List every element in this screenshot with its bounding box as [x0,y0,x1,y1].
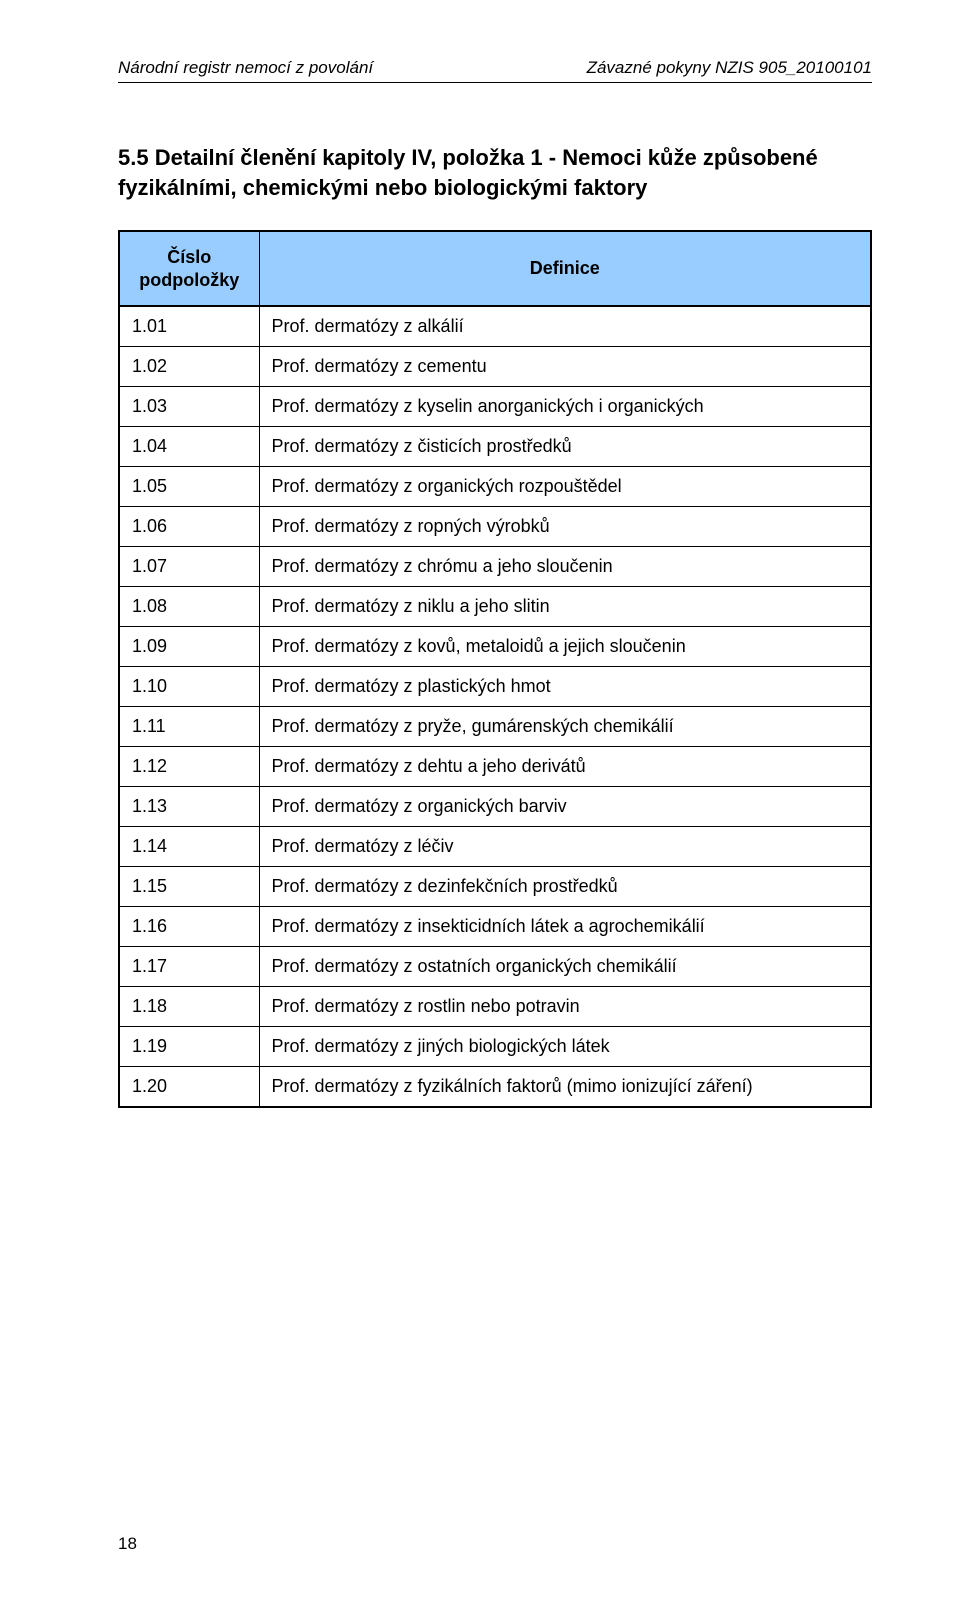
col-header-number: Číslo podpoložky [119,231,259,306]
table-row: 1.03Prof. dermatózy z kyselin anorganick… [119,387,871,427]
cell-definition: Prof. dermatózy z kovů, metaloidů a jeji… [259,627,871,667]
cell-definition: Prof. dermatózy z chrómu a jeho sloučeni… [259,547,871,587]
table-row: 1.06Prof. dermatózy z ropných výrobků [119,507,871,547]
cell-number: 1.05 [119,467,259,507]
cell-number: 1.07 [119,547,259,587]
cell-number: 1.03 [119,387,259,427]
cell-number: 1.11 [119,707,259,747]
cell-number: 1.09 [119,627,259,667]
cell-definition: Prof. dermatózy z dehtu a jeho derivátů [259,747,871,787]
cell-number: 1.14 [119,827,259,867]
table-row: 1.11Prof. dermatózy z pryže, gumárenskýc… [119,707,871,747]
definitions-table: Číslo podpoložky Definice 1.01Prof. derm… [118,230,872,1108]
col-header-definition: Definice [259,231,871,306]
section-title: 5.5 Detailní členění kapitoly IV, položk… [118,143,872,202]
cell-number: 1.01 [119,306,259,347]
cell-number: 1.12 [119,747,259,787]
cell-definition: Prof. dermatózy z jiných biologických lá… [259,1027,871,1067]
cell-number: 1.08 [119,587,259,627]
document-page: Národní registr nemocí z povolání Závazn… [0,0,960,1600]
table-row: 1.16Prof. dermatózy z insekticidních lát… [119,907,871,947]
cell-number: 1.06 [119,507,259,547]
table-row: 1.05Prof. dermatózy z organických rozpou… [119,467,871,507]
cell-number: 1.20 [119,1067,259,1108]
cell-number: 1.15 [119,867,259,907]
cell-number: 1.19 [119,1027,259,1067]
header-rule [118,82,872,83]
table-row: 1.10Prof. dermatózy z plastických hmot [119,667,871,707]
table-row: 1.01Prof. dermatózy z alkálií [119,306,871,347]
cell-definition: Prof. dermatózy z plastických hmot [259,667,871,707]
cell-number: 1.02 [119,347,259,387]
col-header-number-line1: Číslo [167,247,211,267]
cell-definition: Prof. dermatózy z ropných výrobků [259,507,871,547]
header-right: Závazné pokyny NZIS 905_20100101 [587,58,872,78]
table-body: 1.01Prof. dermatózy z alkálií1.02Prof. d… [119,306,871,1107]
table-row: 1.12Prof. dermatózy z dehtu a jeho deriv… [119,747,871,787]
cell-number: 1.13 [119,787,259,827]
table-row: 1.13Prof. dermatózy z organických barviv [119,787,871,827]
table-row: 1.09Prof. dermatózy z kovů, metaloidů a … [119,627,871,667]
cell-definition: Prof. dermatózy z dezinfekčních prostřed… [259,867,871,907]
table-row: 1.17Prof. dermatózy z ostatních organick… [119,947,871,987]
cell-definition: Prof. dermatózy z cementu [259,347,871,387]
table-row: 1.04Prof. dermatózy z čisticích prostřed… [119,427,871,467]
cell-number: 1.04 [119,427,259,467]
cell-definition: Prof. dermatózy z alkálií [259,306,871,347]
cell-definition: Prof. dermatózy z čisticích prostředků [259,427,871,467]
cell-number: 1.17 [119,947,259,987]
header-left: Národní registr nemocí z povolání [118,58,373,78]
cell-number: 1.10 [119,667,259,707]
cell-definition: Prof. dermatózy z léčiv [259,827,871,867]
table-header-row: Číslo podpoložky Definice [119,231,871,306]
table-row: 1.02Prof. dermatózy z cementu [119,347,871,387]
cell-definition: Prof. dermatózy z organických barviv [259,787,871,827]
cell-number: 1.18 [119,987,259,1027]
table-row: 1.14Prof. dermatózy z léčiv [119,827,871,867]
cell-definition: Prof. dermatózy z rostlin nebo potravin [259,987,871,1027]
page-number: 18 [118,1534,137,1554]
table-row: 1.08Prof. dermatózy z niklu a jeho sliti… [119,587,871,627]
cell-definition: Prof. dermatózy z pryže, gumárenských ch… [259,707,871,747]
table-row: 1.20Prof. dermatózy z fyzikálních faktor… [119,1067,871,1108]
cell-definition: Prof. dermatózy z kyselin anorganických … [259,387,871,427]
col-header-number-line2: podpoložky [139,270,239,290]
running-header: Národní registr nemocí z povolání Závazn… [118,58,872,78]
cell-definition: Prof. dermatózy z ostatních organických … [259,947,871,987]
table-row: 1.15Prof. dermatózy z dezinfekčních pros… [119,867,871,907]
table-row: 1.18Prof. dermatózy z rostlin nebo potra… [119,987,871,1027]
table-row: 1.19Prof. dermatózy z jiných biologickýc… [119,1027,871,1067]
table-row: 1.07Prof. dermatózy z chrómu a jeho slou… [119,547,871,587]
cell-definition: Prof. dermatózy z fyzikálních faktorů (m… [259,1067,871,1108]
cell-definition: Prof. dermatózy z organických rozpouštěd… [259,467,871,507]
cell-number: 1.16 [119,907,259,947]
cell-definition: Prof. dermatózy z niklu a jeho slitin [259,587,871,627]
cell-definition: Prof. dermatózy z insekticidních látek a… [259,907,871,947]
